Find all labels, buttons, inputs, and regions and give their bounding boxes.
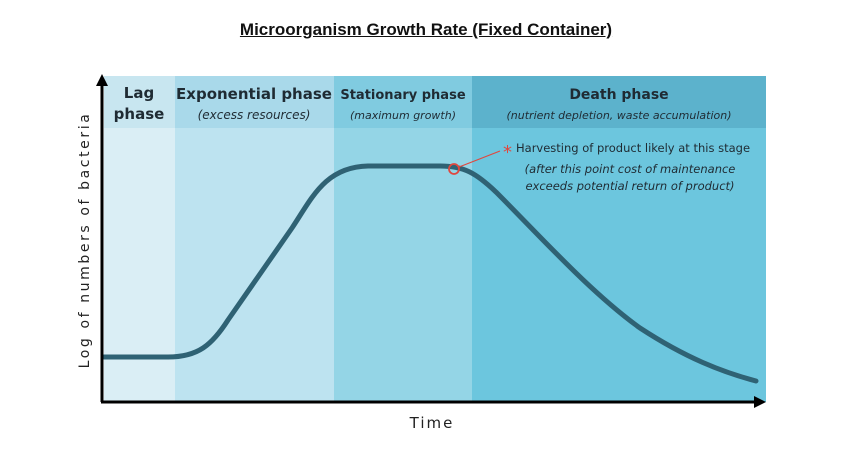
- lag-phase-band: [104, 76, 175, 402]
- death-phase-header: [472, 76, 766, 128]
- exponential-phase-header: [175, 76, 334, 128]
- harvest-annotation-note-line2: exceeds potential return of product): [525, 179, 734, 193]
- growth-curve-line: [101, 163, 759, 384]
- lag-phase-label-line2: phase: [114, 105, 165, 123]
- death-phase-band: [472, 76, 766, 402]
- stationary-phase-note: (maximum growth): [350, 109, 456, 122]
- y-axis-arrow-icon: [96, 74, 108, 86]
- page-title: Microorganism Growth Rate (Fixed Contain…: [239, 20, 613, 39]
- harvest-point-marker: [448, 163, 460, 175]
- x-axis-label: Time: [409, 414, 455, 432]
- x-axis-arrow-icon: [754, 396, 766, 408]
- asterisk-icon: *: [503, 142, 512, 163]
- death-phase-label: Death phase: [569, 87, 668, 103]
- harvest-annotation-note-line1: (after this point cost of maintenance: [525, 162, 736, 176]
- exponential-phase-note: (excess resources): [198, 108, 311, 122]
- harvest-annotation-text: Harvesting of product likely at this sta…: [516, 141, 750, 155]
- death-phase-note: (nutrient depletion, waste accumulation): [507, 109, 732, 122]
- harvest-leader-line: [458, 150, 501, 168]
- lag-phase-header: [104, 76, 175, 128]
- exponential-phase-label: Exponential phase: [176, 85, 332, 103]
- lag-phase-label-line1: Lag: [124, 84, 154, 102]
- y-axis-label: Log of numbers of bacteria: [77, 112, 93, 369]
- stationary-phase-band: [334, 76, 472, 402]
- stationary-phase-header: [334, 76, 472, 128]
- stationary-phase-label: Stationary phase: [340, 88, 465, 103]
